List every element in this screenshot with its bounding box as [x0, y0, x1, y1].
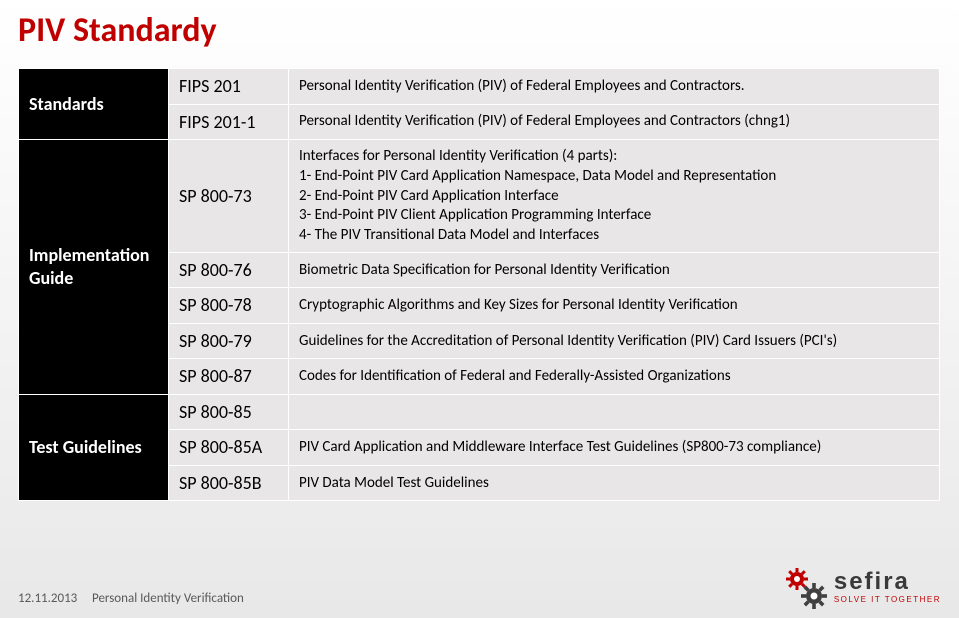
- logo-tagline: SOLVE IT TOGETHER: [834, 596, 941, 604]
- category-implementation-guide: Implementation Guide: [19, 140, 169, 395]
- spec-desc: Codes for Identification of Federal and …: [289, 359, 940, 395]
- desc-line: 4- The PIV Transitional Data Model and I…: [299, 226, 929, 245]
- footer-label: Personal Identity Verification: [92, 591, 244, 606]
- gear-icon: [782, 564, 828, 610]
- standards-table: Standards FIPS 201 Personal Identity Ver…: [18, 68, 940, 501]
- spec-code: SP 800-85B: [169, 465, 289, 501]
- spec-code: SP 800-85: [169, 394, 289, 430]
- spec-code: SP 800-73: [169, 140, 289, 253]
- table-row: Test Guidelines SP 800-85: [19, 394, 940, 430]
- desc-line: 1- End-Point PIV Card Application Namesp…: [299, 167, 929, 186]
- spec-code: FIPS 201-1: [169, 104, 289, 140]
- spec-code: SP 800-76: [169, 252, 289, 288]
- spec-desc: PIV Card Application and Middleware Inte…: [289, 430, 940, 466]
- spec-code: FIPS 201: [169, 69, 289, 105]
- desc-line: 3- End-Point PIV Client Application Prog…: [299, 206, 929, 225]
- desc-line: 2- End-Point PIV Card Application Interf…: [299, 187, 929, 206]
- spec-desc: Cryptographic Algorithms and Key Sizes f…: [289, 288, 940, 324]
- spec-desc: Personal Identity Verification (PIV) of …: [289, 69, 940, 105]
- standards-table-container: Standards FIPS 201 Personal Identity Ver…: [18, 68, 940, 501]
- spec-desc: [289, 394, 940, 430]
- desc-line: Interfaces for Personal Identity Verific…: [299, 147, 929, 166]
- company-logo: sefira SOLVE IT TOGETHER: [782, 564, 941, 610]
- page-title: PIV Standardy: [18, 10, 217, 51]
- table-row: Standards FIPS 201 Personal Identity Ver…: [19, 69, 940, 105]
- spec-desc: Interfaces for Personal Identity Verific…: [289, 140, 940, 253]
- spec-code: SP 800-78: [169, 288, 289, 324]
- category-test-guidelines: Test Guidelines: [19, 394, 169, 501]
- spec-code: SP 800-79: [169, 323, 289, 359]
- table-row: Implementation Guide SP 800-73 Interface…: [19, 140, 940, 253]
- spec-desc: PIV Data Model Test Guidelines: [289, 465, 940, 501]
- spec-desc: Guidelines for the Accreditation of Pers…: [289, 323, 940, 359]
- logo-name: sefira: [834, 570, 941, 594]
- footer-date: 12.11.2013: [18, 591, 77, 606]
- footer: 12.11.2013 Personal Identity Verificatio…: [18, 591, 244, 606]
- spec-code: SP 800-85A: [169, 430, 289, 466]
- spec-desc: Biometric Data Specification for Persona…: [289, 252, 940, 288]
- spec-code: SP 800-87: [169, 359, 289, 395]
- spec-desc: Personal Identity Verification (PIV) of …: [289, 104, 940, 140]
- category-standards: Standards: [19, 69, 169, 140]
